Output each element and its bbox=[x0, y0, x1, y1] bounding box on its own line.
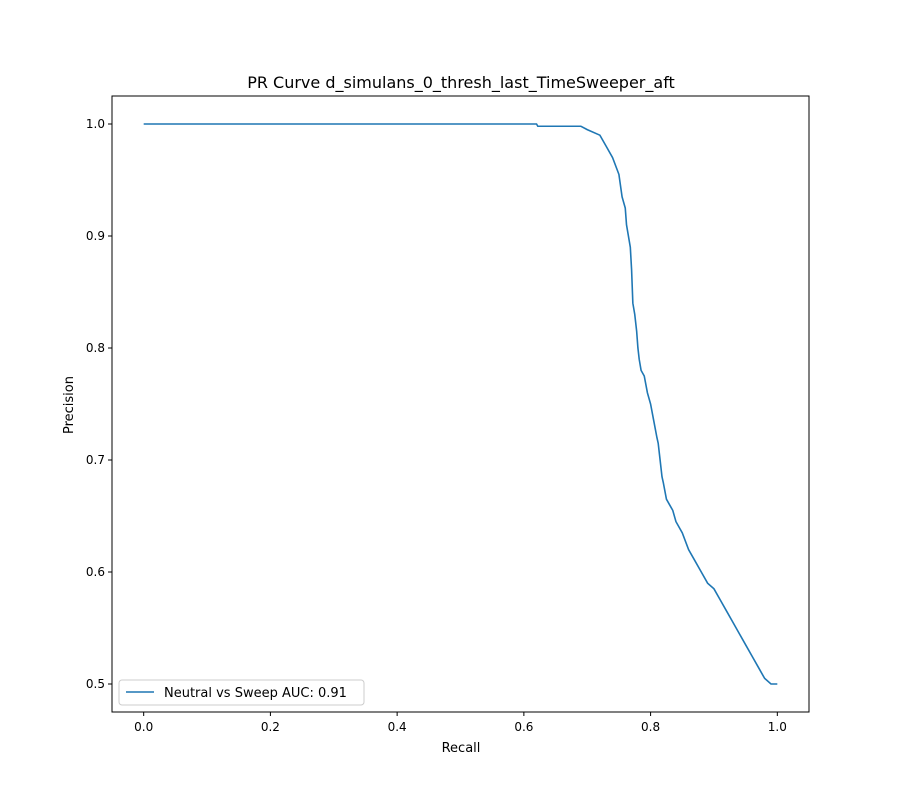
x-tick-label: 1.0 bbox=[768, 720, 787, 734]
x-tick-label: 0.8 bbox=[641, 720, 660, 734]
x-tick-label: 0.0 bbox=[134, 720, 153, 734]
legend: Neutral vs Sweep AUC: 0.91 bbox=[118, 679, 365, 706]
y-tick-label: 0.5 bbox=[86, 677, 105, 691]
x-axis-ticks: 0.0 0.2 0.4 0.6 0.8 1.0 bbox=[134, 712, 787, 734]
series-line bbox=[143, 123, 778, 685]
legend-box bbox=[118, 679, 365, 706]
y-tick-label: 1.0 bbox=[86, 117, 105, 131]
axes-frame bbox=[111, 95, 810, 713]
x-tick-label: 0.6 bbox=[514, 720, 533, 734]
x-axis-label: Recall bbox=[442, 741, 481, 756]
y-tick-label: 0.9 bbox=[86, 229, 105, 243]
y-tick-label: 0.6 bbox=[86, 565, 105, 579]
x-tick-label: 0.4 bbox=[388, 720, 407, 734]
legend-label: Neutral vs Sweep AUC: 0.91 bbox=[164, 686, 347, 701]
y-tick-label: 0.7 bbox=[86, 453, 105, 467]
y-axis-ticks: 0.5 0.6 0.7 0.8 0.9 1.0 bbox=[86, 117, 112, 691]
y-axis-label: Precision bbox=[62, 376, 77, 434]
chart-title: PR Curve d_simulans_0_thresh_last_TimeSw… bbox=[247, 73, 675, 93]
x-tick-label: 0.2 bbox=[261, 720, 280, 734]
plot-area bbox=[143, 123, 778, 685]
y-tick-label: 0.8 bbox=[86, 341, 105, 355]
